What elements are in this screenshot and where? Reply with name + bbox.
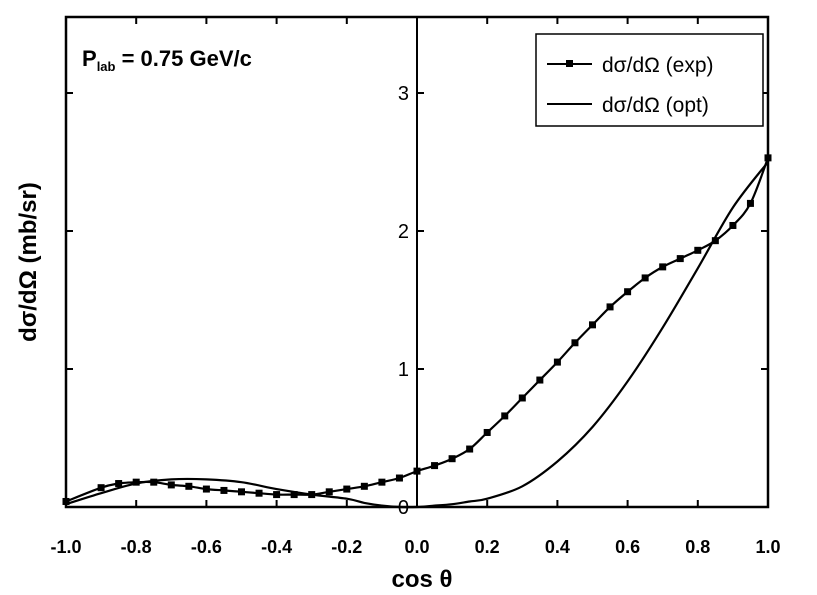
annotation-main: P <box>82 46 97 71</box>
data-point-exp <box>185 482 193 490</box>
data-point-exp <box>624 288 632 296</box>
x-tick-label: -1.0 <box>50 537 81 557</box>
legend-opt-label: dσ/dΩ (opt) <box>602 94 709 117</box>
data-point-exp <box>729 221 737 229</box>
x-tick-label: 0.0 <box>404 537 429 557</box>
y-tick-label: 2 <box>398 221 409 243</box>
x-tick-label: 0.4 <box>545 537 570 557</box>
data-point-exp <box>448 455 456 463</box>
x-tick-label: 1.0 <box>755 537 780 557</box>
series-line-opt <box>65 161 769 509</box>
x-tick-label: 0.2 <box>475 537 500 557</box>
annotation-rest: = 0.75 GeV/c <box>115 46 251 71</box>
data-point-exp <box>676 255 684 263</box>
data-point-exp <box>483 428 491 436</box>
y-tick-label: 1 <box>398 359 409 381</box>
data-point-exp <box>694 246 702 254</box>
data-point-exp <box>220 486 228 494</box>
data-point-exp <box>150 478 158 486</box>
data-point-exp <box>132 478 140 486</box>
data-point-exp <box>343 485 351 493</box>
data-point-exp <box>62 497 70 505</box>
data-point-exp <box>273 491 281 499</box>
data-point-exp <box>711 237 719 245</box>
data-point-exp <box>115 480 123 488</box>
data-point-exp <box>641 274 649 282</box>
x-tick-label: -0.8 <box>121 537 152 557</box>
x-tick-label: 0.6 <box>615 537 640 557</box>
data-point-exp <box>589 321 596 329</box>
x-tick-label: 0.8 <box>685 537 710 557</box>
data-point-exp <box>290 491 298 499</box>
x-tick-label: -0.2 <box>331 537 362 557</box>
data-point-exp <box>360 482 368 490</box>
data-point-exp <box>378 478 386 486</box>
y-axis-title: dσ/dΩ (mb/sr) <box>15 182 42 342</box>
legend-exp-marker <box>566 60 573 67</box>
data-point-exp <box>413 467 421 475</box>
data-point-exp <box>255 489 263 497</box>
data-point-exp <box>395 474 403 482</box>
data-point-exp <box>238 488 245 496</box>
data-point-exp <box>571 339 579 347</box>
data-point-exp <box>536 376 544 384</box>
x-tick-label: -0.6 <box>191 537 222 557</box>
data-point-exp <box>746 199 754 207</box>
legend: dσ/dΩ (exp) dσ/dΩ (opt) <box>535 33 764 127</box>
x-axis-title: cos θ <box>392 566 453 593</box>
data-point-exp <box>431 462 439 470</box>
y-tick-label: 3 <box>398 83 409 105</box>
data-point-exp <box>501 412 509 420</box>
data-point-exp <box>764 154 772 162</box>
data-point-exp <box>606 303 614 311</box>
x-tick-label: -0.4 <box>261 537 292 557</box>
annotation: Plab = 0.75 GeV/c <box>82 46 252 74</box>
data-point-exp <box>325 488 333 496</box>
data-point-exp <box>167 481 175 489</box>
data-point-exp <box>659 263 667 271</box>
data-point-exp <box>466 445 474 453</box>
data-point-exp <box>202 485 210 493</box>
series-layer <box>62 154 772 509</box>
x-ticks: -1.0 -0.8 -0.6 -0.4 -0.2 0.0 0.2 0.4 0.6 0.8 1.0 <box>50 17 781 557</box>
data-point-exp <box>518 394 526 402</box>
data-point-exp <box>97 484 105 492</box>
annotation-subscript: lab <box>97 59 116 74</box>
data-point-exp <box>553 358 561 366</box>
legend-box <box>535 33 764 127</box>
legend-exp-label: dσ/dΩ (exp) <box>602 54 714 77</box>
series-line-exp <box>65 157 770 503</box>
